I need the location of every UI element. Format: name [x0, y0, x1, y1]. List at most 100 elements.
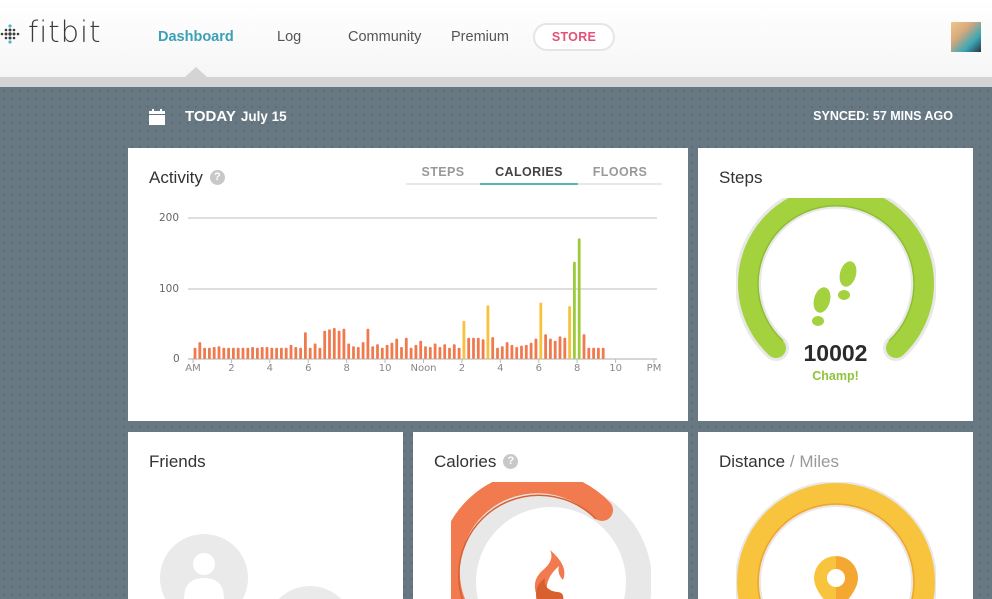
chart-bar[interactable] — [208, 347, 211, 359]
chart-bar[interactable] — [385, 344, 389, 359]
chart-bar[interactable] — [318, 347, 322, 359]
chart-bar[interactable] — [246, 347, 250, 359]
chart-bar[interactable] — [251, 347, 254, 359]
chart-bar[interactable] — [568, 306, 571, 359]
chart-bar[interactable] — [227, 347, 230, 359]
chart-bar[interactable] — [462, 320, 466, 359]
chart-bar[interactable] — [587, 347, 591, 359]
help-icon[interactable]: ? — [503, 454, 519, 470]
chart-bar[interactable] — [500, 346, 504, 359]
chart-bar[interactable] — [549, 338, 552, 359]
chart-bar[interactable] — [198, 342, 202, 359]
chart-bar[interactable] — [414, 344, 418, 359]
chart-bar[interactable] — [404, 337, 408, 359]
friends-card[interactable]: Friends — [128, 432, 403, 599]
chart-bar[interactable] — [356, 347, 360, 359]
chart-bar[interactable] — [476, 337, 480, 359]
steps-card[interactable]: Steps 10002 Champ! — [698, 148, 973, 421]
chart-bar[interactable] — [524, 344, 528, 359]
chart-bar[interactable] — [400, 347, 403, 359]
tab-steps[interactable]: STEPS — [421, 165, 465, 179]
user-avatar[interactable] — [951, 22, 981, 52]
chart-bar[interactable] — [448, 347, 451, 359]
store-button[interactable]: STORE — [533, 23, 615, 51]
chart-bar[interactable] — [577, 238, 581, 359]
chart-bar[interactable] — [308, 347, 312, 359]
chart-bar[interactable] — [520, 345, 523, 359]
chart-bar[interactable] — [380, 347, 384, 359]
chart-bar[interactable] — [361, 342, 365, 359]
chart-bar[interactable] — [491, 337, 495, 359]
chart-bar[interactable] — [597, 347, 600, 359]
chart-bar[interactable] — [558, 336, 562, 359]
chart-bar[interactable] — [289, 344, 293, 359]
nav-log[interactable]: Log — [277, 29, 302, 45]
chart-bar[interactable] — [452, 344, 456, 359]
chart-bar[interactable] — [510, 344, 514, 359]
chart-bar[interactable] — [241, 347, 245, 359]
chart-bar[interactable] — [409, 347, 413, 359]
chart-bar[interactable] — [419, 340, 423, 359]
chart-bar[interactable] — [280, 347, 283, 359]
chart-bar[interactable] — [433, 343, 437, 360]
chart-bar[interactable] — [457, 347, 461, 359]
fitbit-logo[interactable]: fitbit — [0, 14, 101, 54]
chart-bar[interactable] — [347, 343, 351, 360]
chart-bar[interactable] — [193, 347, 197, 359]
chart-bar[interactable] — [328, 329, 331, 359]
chart-bar[interactable] — [534, 338, 538, 359]
chart-bar[interactable] — [284, 347, 288, 359]
chart-bar[interactable] — [505, 342, 509, 359]
chart-bar[interactable] — [203, 347, 206, 359]
chart-bar[interactable] — [376, 344, 379, 359]
nav-dashboard[interactable]: Dashboard — [158, 29, 234, 45]
chart-bar[interactable] — [352, 346, 355, 359]
chart-bar[interactable] — [395, 338, 399, 359]
chart-bar[interactable] — [573, 261, 576, 359]
chart-bar[interactable] — [342, 328, 346, 359]
chart-bar[interactable] — [337, 330, 341, 359]
chart-bar[interactable] — [481, 339, 485, 359]
chart-bar[interactable] — [304, 332, 307, 359]
chart-bar[interactable] — [601, 347, 605, 359]
chart-bar[interactable] — [539, 302, 543, 359]
chart-bar[interactable] — [275, 347, 278, 359]
chart-bar[interactable] — [217, 346, 221, 359]
nav-premium[interactable]: Premium — [451, 29, 510, 45]
chart-bar[interactable] — [486, 305, 490, 359]
chart-bar[interactable] — [232, 347, 235, 359]
tab-calories[interactable]: CALORIES — [480, 165, 578, 185]
chart-bar[interactable] — [323, 330, 327, 359]
chart-bar[interactable] — [294, 347, 298, 359]
chart-bar[interactable] — [424, 346, 427, 359]
chart-bar[interactable] — [332, 328, 336, 359]
nav-community[interactable]: Community — [348, 29, 422, 45]
chart-bar[interactable] — [443, 344, 447, 359]
tab-floors[interactable]: FLOORS — [592, 165, 648, 179]
chart-bar[interactable] — [438, 347, 442, 359]
chart-bar[interactable] — [260, 347, 264, 359]
chart-bar[interactable] — [529, 342, 533, 359]
help-icon[interactable]: ? — [209, 170, 225, 186]
chart-bar[interactable] — [496, 347, 499, 359]
chart-bar[interactable] — [563, 337, 567, 359]
chart-bar[interactable] — [222, 347, 226, 359]
distance-card[interactable]: Distance / Miles — [698, 432, 973, 599]
calories-bar-chart[interactable] — [128, 148, 688, 388]
calories-card[interactable]: Calories? — [413, 432, 688, 599]
chart-bar[interactable] — [299, 347, 302, 359]
chart-bar[interactable] — [371, 346, 375, 359]
chart-bar[interactable] — [428, 347, 432, 359]
chart-bar[interactable] — [582, 334, 586, 359]
chart-bar[interactable] — [472, 337, 475, 359]
chart-bar[interactable] — [515, 347, 519, 359]
chart-bar[interactable] — [592, 347, 595, 359]
chart-bar[interactable] — [313, 343, 317, 360]
chart-bar[interactable] — [553, 340, 557, 359]
chart-bar[interactable] — [270, 347, 274, 359]
chart-bar[interactable] — [256, 347, 259, 359]
chart-bar[interactable] — [467, 337, 471, 359]
chart-bar[interactable] — [366, 328, 370, 359]
date-selector[interactable]: TODAY July 15 — [149, 108, 287, 125]
chart-bar[interactable] — [236, 347, 240, 359]
